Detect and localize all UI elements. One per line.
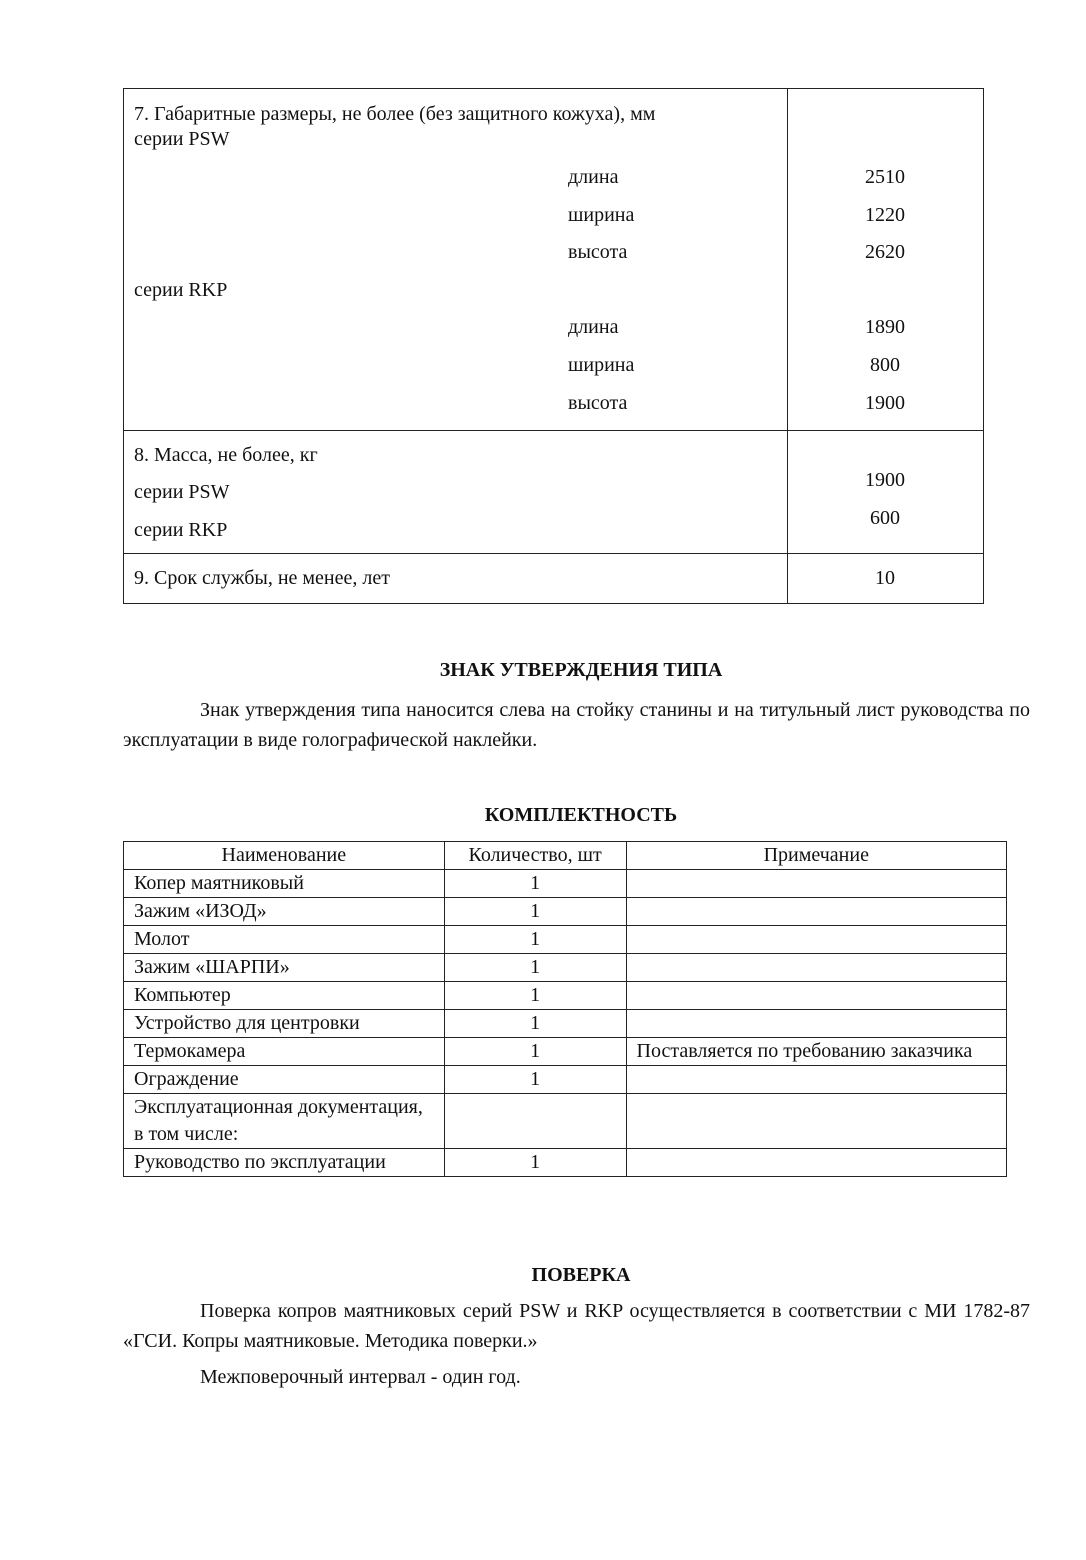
item-note bbox=[625, 1009, 1008, 1038]
item-note bbox=[625, 981, 1008, 1010]
item-note bbox=[625, 953, 1008, 982]
table-row: Молот 1 bbox=[123, 925, 1008, 954]
item-quantity: 1 bbox=[443, 1065, 627, 1094]
item-note bbox=[625, 1093, 1008, 1149]
table-row: Термокамера 1 Поставляется по требованию з… bbox=[123, 1037, 1008, 1066]
row8-title: 8. Масса, не более, кг bbox=[134, 444, 318, 466]
table-row: Устройство для центровки 1 bbox=[123, 1009, 1008, 1038]
item-name: Зажим «ШАРПИ» bbox=[123, 953, 445, 982]
row8-rkp-label: серии RKP bbox=[134, 519, 228, 541]
item-name: Копер маятниковый bbox=[123, 869, 445, 898]
column-divider bbox=[787, 88, 788, 604]
verification-text: Поверка копров маятниковых серий PSW и R… bbox=[123, 1300, 1030, 1352]
row-divider bbox=[123, 430, 984, 431]
item-quantity: 1 bbox=[443, 897, 627, 926]
item-quantity bbox=[443, 1093, 627, 1149]
table-row: Компьютер 1 bbox=[123, 981, 1008, 1010]
column-header: Примечание bbox=[625, 841, 1008, 870]
psw-width-label: ширина bbox=[568, 204, 635, 226]
row8-psw-label: серии PSW bbox=[134, 481, 230, 503]
row-divider bbox=[123, 553, 984, 554]
row7-title: 7. Габаритные размеры, не более (без защ… bbox=[134, 103, 656, 125]
psw-length-value: 2510 bbox=[865, 166, 905, 188]
item-name: Руководство по эксплуатации bbox=[123, 1148, 445, 1177]
table-row: Зажим «ШАРПИ» 1 bbox=[123, 953, 1008, 982]
kit-heading: КОМПЛЕКТНОСТЬ bbox=[484, 804, 678, 826]
item-quantity: 1 bbox=[443, 869, 627, 898]
table-row: Руководство по эксплуатации 1 bbox=[123, 1148, 1008, 1177]
item-note: Поставляется по требованию заказчика bbox=[625, 1037, 1008, 1066]
verification-heading: ПОВЕРКА bbox=[531, 1264, 631, 1286]
item-quantity: 1 bbox=[443, 981, 627, 1010]
table-row: Копер маятниковый 1 bbox=[123, 869, 1008, 898]
approval-heading: ЗНАК УТВЕРЖДЕНИЯ ТИПА bbox=[439, 659, 723, 681]
item-quantity: 1 bbox=[443, 1037, 627, 1066]
item-note bbox=[625, 897, 1008, 926]
specs-table-border bbox=[123, 88, 984, 604]
item-note bbox=[625, 1065, 1008, 1094]
item-quantity: 1 bbox=[443, 1009, 627, 1038]
table-row: Зажим «ИЗОД» 1 bbox=[123, 897, 1008, 926]
table-row: Эксплуатационная документация, в том чис… bbox=[123, 1093, 1008, 1149]
column-header: Количество, шт bbox=[443, 841, 627, 870]
rkp-height-label: высота bbox=[568, 392, 628, 414]
psw-height-value: 2620 bbox=[865, 241, 905, 263]
row7-psw-label: серии PSW bbox=[134, 128, 230, 150]
item-name: Зажим «ИЗОД» bbox=[123, 897, 445, 926]
item-name: Эксплуатационная документация, в том чис… bbox=[123, 1093, 445, 1149]
rkp-length-value: 1890 bbox=[865, 316, 905, 338]
approval-text: Знак утверждения типа наносится слева на… bbox=[123, 699, 1030, 751]
row8-rkp-value: 600 bbox=[870, 507, 900, 529]
item-quantity: 1 bbox=[443, 1148, 627, 1177]
item-name: Молот bbox=[123, 925, 445, 954]
column-header: Наименование bbox=[123, 841, 445, 870]
rkp-width-label: ширина bbox=[568, 354, 635, 376]
row7-rkp-label: серии RKP bbox=[134, 279, 228, 301]
item-quantity: 1 bbox=[443, 953, 627, 982]
psw-length-label: длина bbox=[568, 166, 619, 188]
item-note bbox=[625, 869, 1008, 898]
table-row: Ограждение 1 bbox=[123, 1065, 1008, 1094]
item-name: Компьютер bbox=[123, 981, 445, 1010]
item-note bbox=[625, 925, 1008, 954]
kit-table: Наименование Количество, шт Примечание Копе… bbox=[123, 841, 1008, 1177]
item-name: Термокамера bbox=[123, 1037, 445, 1066]
item-name: Устройство для центровки bbox=[123, 1009, 445, 1038]
verification-interval: Межповерочный интервал - один год. bbox=[200, 1366, 521, 1388]
item-note bbox=[625, 1148, 1008, 1177]
item-quantity: 1 bbox=[443, 925, 627, 954]
psw-height-label: высота bbox=[568, 241, 628, 263]
row8-psw-value: 1900 bbox=[865, 469, 905, 491]
table-header-row: Наименование Количество, шт Примечание bbox=[123, 841, 1008, 870]
item-name: Ограждение bbox=[123, 1065, 445, 1094]
psw-width-value: 1220 bbox=[865, 204, 905, 226]
rkp-width-value: 800 bbox=[870, 354, 900, 376]
row9-title: 9. Срок службы, не менее, лет bbox=[134, 567, 390, 589]
rkp-length-label: длина bbox=[568, 316, 619, 338]
row9-value: 10 bbox=[875, 567, 895, 589]
rkp-height-value: 1900 bbox=[865, 392, 905, 414]
